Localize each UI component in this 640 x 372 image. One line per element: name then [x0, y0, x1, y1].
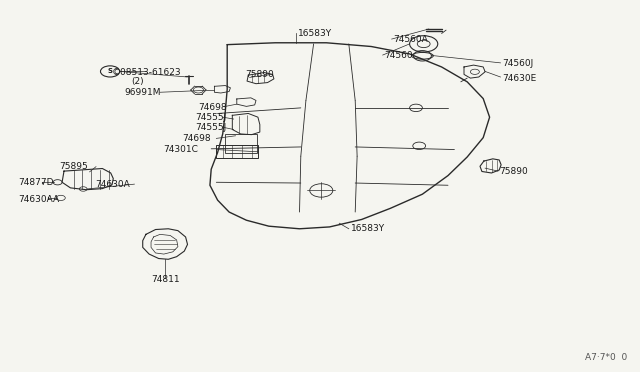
- Text: 74560: 74560: [384, 51, 413, 60]
- Text: A7·7*0  0: A7·7*0 0: [585, 353, 627, 362]
- Text: 74630A: 74630A: [95, 180, 129, 189]
- Text: 16583Y: 16583Y: [298, 29, 332, 38]
- Text: 74811: 74811: [151, 275, 179, 284]
- Text: 75895: 75895: [59, 162, 88, 171]
- Text: 74301C: 74301C: [163, 145, 198, 154]
- Text: ©08513-61623: ©08513-61623: [112, 68, 182, 77]
- Text: 96991M: 96991M: [125, 88, 161, 97]
- Text: 74630E: 74630E: [502, 74, 537, 83]
- Text: S: S: [108, 68, 113, 74]
- Text: 74555J: 74555J: [195, 113, 227, 122]
- Text: 74877D: 74877D: [18, 178, 53, 187]
- Text: 74555J: 74555J: [195, 123, 227, 132]
- Text: 16583Y: 16583Y: [351, 224, 385, 233]
- Text: 74698: 74698: [198, 103, 227, 112]
- Text: 74560A: 74560A: [394, 35, 428, 44]
- Text: 74698: 74698: [182, 134, 211, 143]
- Text: 75890: 75890: [245, 70, 274, 79]
- Text: 74560J: 74560J: [502, 59, 534, 68]
- Text: 75890: 75890: [499, 167, 528, 176]
- Text: 74630AA: 74630AA: [18, 195, 59, 203]
- Text: (2): (2): [131, 77, 144, 86]
